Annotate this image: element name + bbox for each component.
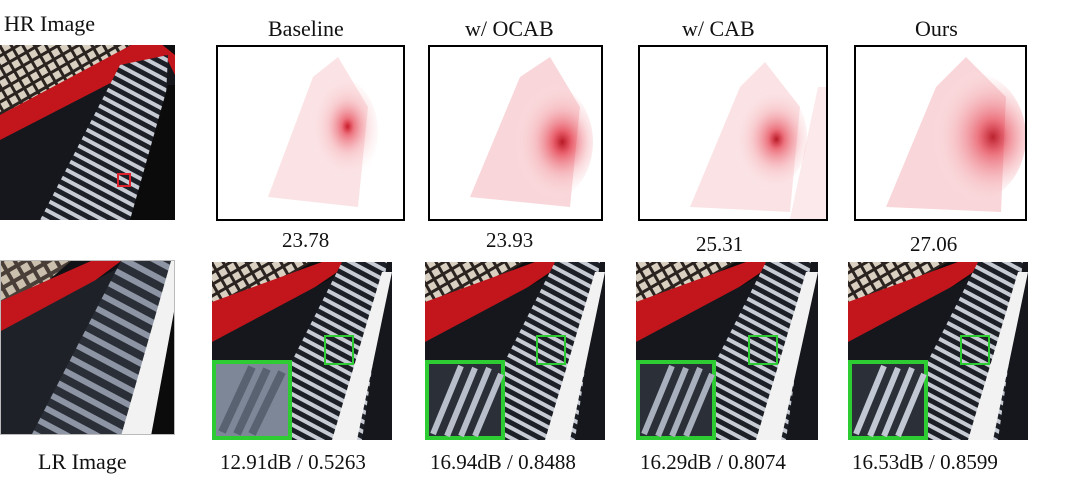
metrics-ocab: 16.94dB / 0.8488 bbox=[430, 450, 576, 474]
column-title-baseline: Baseline bbox=[268, 16, 344, 41]
lr-building-graphic bbox=[1, 261, 174, 434]
metrics-ours: 16.53dB / 0.8599 bbox=[852, 450, 998, 474]
attribution-map-ocab bbox=[428, 45, 603, 221]
attribution-score-baseline: 23.78 bbox=[282, 228, 330, 252]
attribution-score-ocab: 23.93 bbox=[486, 228, 534, 252]
attribution-score-ours: 27.06 bbox=[910, 232, 958, 256]
sr-result-cab bbox=[636, 262, 818, 440]
attribution-map-cab bbox=[638, 45, 828, 221]
hr-image-label: HR Image bbox=[4, 11, 96, 36]
lr-image-label: LR Image bbox=[38, 449, 127, 474]
lr-image bbox=[0, 260, 175, 435]
attribution-map-baseline bbox=[216, 45, 405, 221]
hr-image bbox=[0, 45, 175, 220]
column-title-ours: Ours bbox=[915, 16, 958, 41]
roi-box bbox=[117, 173, 131, 187]
attribution-map-ours bbox=[854, 45, 1027, 221]
column-title-cab: w/ CAB bbox=[682, 16, 755, 41]
attribution-score-cab: 25.31 bbox=[696, 232, 744, 256]
sr-result-ours bbox=[848, 262, 1028, 440]
metrics-baseline: 12.91dB / 0.5263 bbox=[220, 450, 366, 474]
sr-result-ocab bbox=[425, 262, 605, 440]
hr-building-graphic bbox=[0, 45, 175, 220]
sr-result-baseline bbox=[212, 262, 392, 440]
metrics-cab: 16.29dB / 0.8074 bbox=[640, 450, 786, 474]
column-title-ocab: w/ OCAB bbox=[465, 16, 554, 41]
